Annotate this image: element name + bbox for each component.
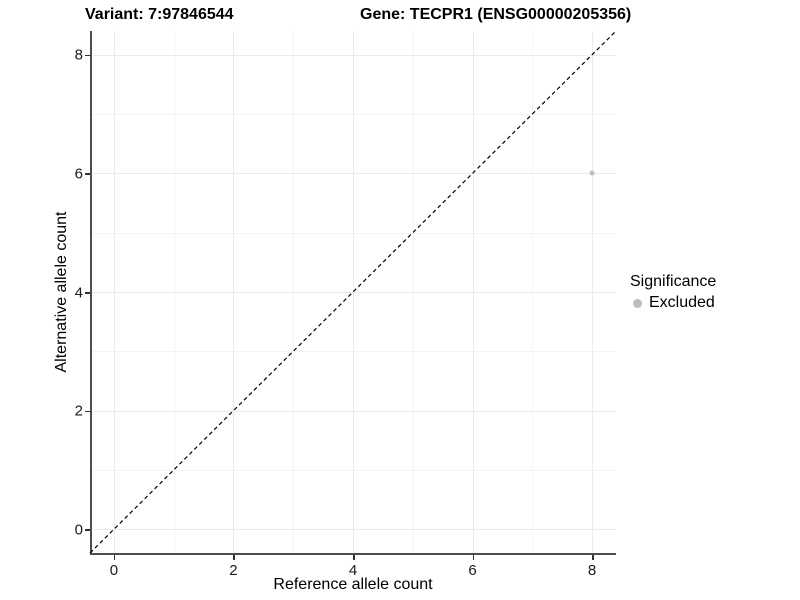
y-axis-line xyxy=(90,31,92,555)
x-tick-label: 4 xyxy=(348,562,358,579)
x-tick-mark xyxy=(353,555,355,560)
x-axis-title: Reference allele count xyxy=(273,576,433,593)
y-tick-mark xyxy=(85,529,90,531)
y-tick-label: 8 xyxy=(74,46,83,64)
y-major-gridline xyxy=(90,173,616,175)
y-major-gridline xyxy=(90,292,616,293)
y-axis-title: Alternative allele count xyxy=(53,211,70,373)
legend-item-label: Excluded xyxy=(649,294,715,311)
x-tick-label: 0 xyxy=(109,562,119,579)
x-tick-mark xyxy=(113,555,116,560)
y-tick-mark xyxy=(85,410,90,413)
y-major-gridline xyxy=(90,410,616,412)
gene-title: Gene: TECPR1 (ENSG00000205356) xyxy=(360,6,632,23)
x-tick-label: 2 xyxy=(229,562,238,579)
y-tick-label: 0 xyxy=(74,521,83,539)
x-axis-line xyxy=(90,553,616,555)
x-tick-label: 6 xyxy=(468,562,477,579)
variant-title: Variant: 7:97846544 xyxy=(85,6,234,23)
y-tick-mark xyxy=(85,54,90,57)
legend: Significance Excluded xyxy=(630,273,716,312)
x-tick-mark xyxy=(233,555,235,560)
y-major-gridline xyxy=(90,54,616,56)
y-major-gridline xyxy=(90,529,616,531)
x-tick-mark xyxy=(592,555,594,560)
legend-title: Significance xyxy=(630,273,717,290)
x-tick-mark xyxy=(472,555,475,560)
legend-item-excluded: Excluded xyxy=(630,294,716,312)
y-tick-label: 2 xyxy=(74,402,83,420)
y-tick-label: 6 xyxy=(74,165,83,183)
data-point xyxy=(589,170,595,176)
y-tick-mark xyxy=(85,173,90,175)
y-tick-label: 4 xyxy=(74,284,83,301)
y-tick-mark xyxy=(85,292,90,294)
legend-key-dot xyxy=(633,298,642,308)
x-tick-label: 8 xyxy=(587,562,597,579)
